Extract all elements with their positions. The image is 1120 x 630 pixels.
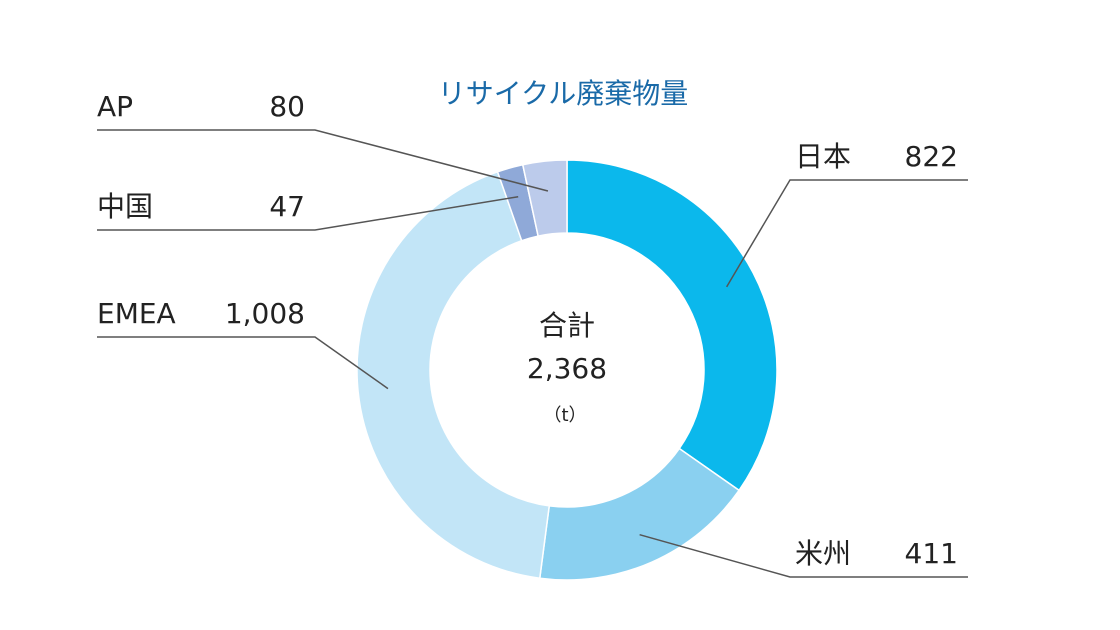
value-label: 47 (269, 190, 305, 223)
center-unit: （t） (543, 405, 586, 426)
value-label: 822 (905, 140, 958, 173)
chart-title: リサイクル廃棄物量 (438, 77, 689, 110)
center-label: 合計 (539, 309, 595, 342)
leader-line (97, 336, 389, 390)
legend-label: AP (97, 90, 133, 123)
donut-slice (521, 159, 568, 237)
legend-label: EMEA (97, 297, 176, 330)
leader-line (725, 179, 968, 288)
leader-line (97, 196, 519, 231)
legend-label: 米州 (795, 537, 851, 570)
value-label: 80 (269, 90, 305, 123)
legend-label: 日本 (795, 140, 851, 173)
center-total: 2,368 (527, 352, 607, 385)
donut-slice (566, 159, 778, 492)
value-label: 411 (905, 537, 958, 570)
leader-line (97, 129, 549, 192)
leader-line (639, 533, 968, 578)
legend-label: 中国 (97, 190, 153, 223)
value-label: 1,008 (225, 297, 305, 330)
donut-slice (356, 170, 551, 580)
